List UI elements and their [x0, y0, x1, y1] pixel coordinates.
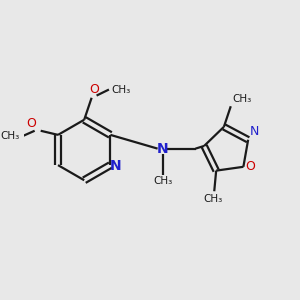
Text: O: O [246, 160, 255, 173]
Text: CH₃: CH₃ [203, 194, 222, 204]
Text: CH₃: CH₃ [1, 131, 20, 141]
Text: N: N [157, 142, 168, 156]
Text: CH₃: CH₃ [233, 94, 252, 104]
Text: N: N [110, 160, 121, 173]
Text: O: O [89, 83, 99, 96]
Text: CH₃: CH₃ [153, 176, 172, 186]
Text: O: O [27, 117, 37, 130]
Text: N: N [250, 124, 259, 138]
Text: CH₃: CH₃ [111, 85, 130, 94]
